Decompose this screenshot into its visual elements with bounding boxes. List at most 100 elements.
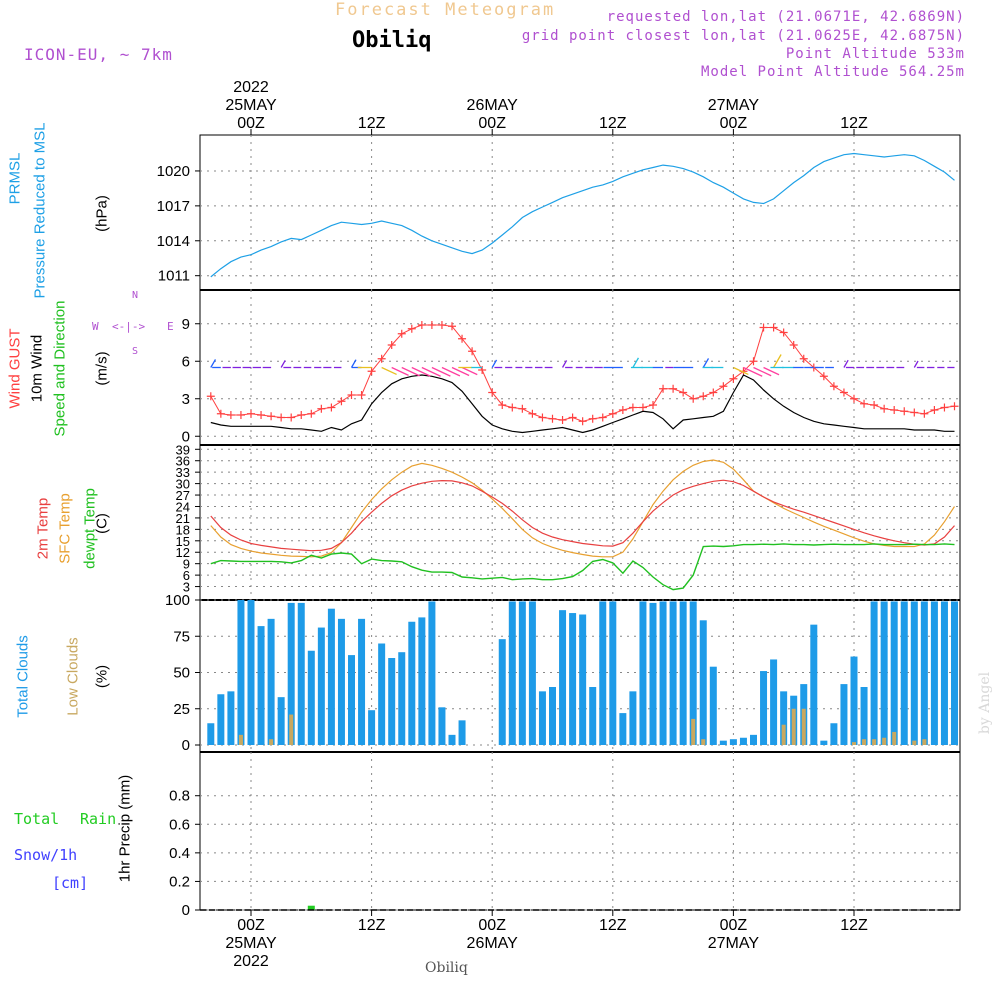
total-cloud-bar [579, 614, 587, 745]
total-cloud-bar [498, 639, 506, 745]
compass-w: W [92, 320, 99, 333]
gust-marker [829, 382, 838, 391]
total-cloud-bar [307, 650, 315, 745]
low-cloud-bar [912, 740, 917, 745]
rain-label-2: Rain [80, 810, 117, 828]
wind-arrow [280, 360, 286, 368]
y-tick-label: 0.8 [169, 788, 190, 805]
total-cloud-bar [920, 601, 928, 745]
wind-arrow [421, 366, 441, 377]
sfc-temp-line [210, 459, 956, 558]
gust-marker [839, 388, 848, 397]
wind-arrow [491, 359, 498, 368]
gust-marker [347, 391, 356, 399]
low-cloud-bar [801, 708, 806, 745]
wind-arrow [441, 366, 461, 377]
top-axis-hour: 00Z [478, 115, 506, 132]
gust-marker [538, 413, 547, 422]
total-cloud-bar [589, 687, 597, 745]
top-axis-date: 26MAY [467, 97, 519, 114]
total-cloud-bar [820, 740, 828, 745]
gust-marker [749, 357, 758, 366]
gust-marker [870, 401, 879, 409]
total-cloud-bar [760, 671, 768, 745]
compass-s: S [132, 346, 139, 357]
gust-marker [689, 394, 698, 403]
gust-marker [267, 412, 276, 421]
bottom-axis-hour: 00Z [237, 917, 265, 934]
y-tick-label: 6 [183, 568, 190, 583]
total-cloud-bar [930, 601, 938, 745]
gust-marker [669, 384, 678, 393]
total-cloud-bar [388, 658, 396, 745]
t2m-line [210, 479, 955, 552]
total-cloud-bar [739, 737, 747, 745]
total-cloud-bar [860, 687, 868, 745]
gust-marker [377, 354, 386, 363]
total-cloud-bar [709, 666, 717, 745]
compass-arrows: <-|-> [112, 320, 146, 333]
wind-arrow [753, 366, 772, 377]
wind-arrow [843, 359, 849, 368]
total-cloud-bar [398, 652, 406, 745]
y-tick-label: 9 [182, 316, 190, 333]
total-cloud-bar [609, 601, 617, 745]
gust-marker [226, 411, 235, 419]
low-cloud-bar [791, 708, 796, 745]
total-cloud-bar [408, 621, 416, 745]
y-tick-label: 1011 [158, 268, 190, 285]
wind-arrow [451, 366, 470, 377]
total-cloud-bar [378, 643, 386, 745]
low-cloud-bar [922, 739, 927, 745]
gust-marker [920, 409, 929, 418]
gust-marker [468, 347, 477, 356]
y-tick-label: 0 [182, 428, 190, 445]
model-name: ICON-EU, ~ 7km [24, 45, 173, 64]
snow-label: Snow/1h [14, 846, 78, 864]
dewpt-line [210, 543, 955, 591]
footer-location: Obiliq [425, 960, 468, 976]
gust-marker [940, 403, 949, 412]
gust-marker [628, 403, 637, 412]
gust-marker [257, 411, 266, 419]
total-cloud-bar [699, 620, 707, 745]
total-cloud-bar [327, 608, 335, 745]
y-tick-label: 0 [182, 902, 190, 919]
gust-marker [448, 322, 456, 331]
wind-arrow [632, 357, 640, 368]
total-cloud-bar [237, 600, 245, 745]
low-cloud-bar [701, 739, 706, 745]
bottom-axis-hour: 00Z [720, 917, 748, 934]
y-tick-label: 75 [173, 628, 190, 645]
total-cloud-bar [780, 691, 788, 745]
total-cloud-bar [679, 601, 687, 745]
gust-marker [437, 321, 446, 329]
y-tick-label: 1014 [157, 233, 190, 250]
gust-marker [558, 416, 567, 424]
wind-arrow [913, 360, 919, 368]
panel-frame [199, 751, 961, 911]
low-cloud-bar [238, 734, 243, 745]
total-cloud-bar [267, 618, 275, 745]
total-cloud-bar [317, 627, 325, 745]
model-altitude: Model Point Altitude 564.25m [700, 64, 965, 80]
gust-marker [397, 329, 406, 338]
total-cloud-bar [257, 626, 265, 745]
low-cloud-bar [892, 731, 897, 745]
chart-supertitle: Forecast Meteogram [335, 0, 556, 20]
total-cloud-bar [297, 602, 305, 745]
y-tick-label: 21 [176, 511, 190, 526]
total-cloud-bar [649, 602, 657, 745]
gust-marker [568, 413, 577, 422]
y-tick-label: 15 [176, 534, 190, 549]
low-cloud-bar [882, 737, 887, 745]
gust-marker [699, 392, 708, 401]
gust-marker [799, 354, 808, 363]
panel-frame [199, 444, 961, 601]
total-cloud-bar [840, 684, 848, 745]
gust-marker [307, 409, 316, 418]
wind-arrow [561, 360, 568, 368]
total-cloud-bar [850, 656, 858, 745]
total-cloud-bar [910, 601, 918, 745]
